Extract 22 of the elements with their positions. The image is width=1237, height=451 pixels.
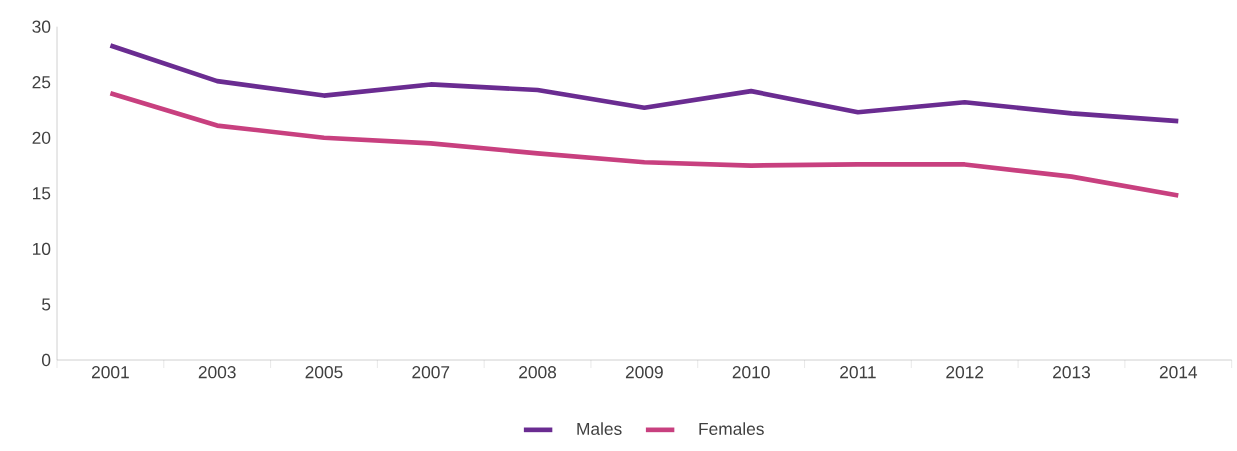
y-tick-label: 0 xyxy=(41,353,51,367)
line-series xyxy=(108,43,1181,124)
legend-label: Females xyxy=(699,422,764,435)
x-tick-label: 2010 xyxy=(732,366,770,379)
x-tick-label: 2008 xyxy=(519,366,557,379)
x-tick-label: 2009 xyxy=(625,366,663,379)
x-tick-label: 2003 xyxy=(198,366,236,379)
y-tick-label: 30 xyxy=(32,20,51,33)
y-tick-label: 10 xyxy=(33,242,51,256)
y-tick-label: 5 xyxy=(42,298,51,311)
y-tick-label: 20 xyxy=(32,131,51,144)
x-tick-label: 2011 xyxy=(840,366,876,379)
x-tick-label: 2001 xyxy=(92,366,129,379)
x-tick-label: 2012 xyxy=(946,366,984,379)
x-tick-label: 2005 xyxy=(305,366,343,379)
x-tick-label: 2014 xyxy=(1159,366,1198,379)
legend-label: Males xyxy=(577,422,622,435)
y-tick-label: 25 xyxy=(32,76,51,89)
y-tick-label: 15 xyxy=(33,187,51,200)
x-tick-label: 2007 xyxy=(412,366,450,379)
x-tick-label: 2013 xyxy=(1053,366,1091,379)
line-series xyxy=(108,91,1181,198)
